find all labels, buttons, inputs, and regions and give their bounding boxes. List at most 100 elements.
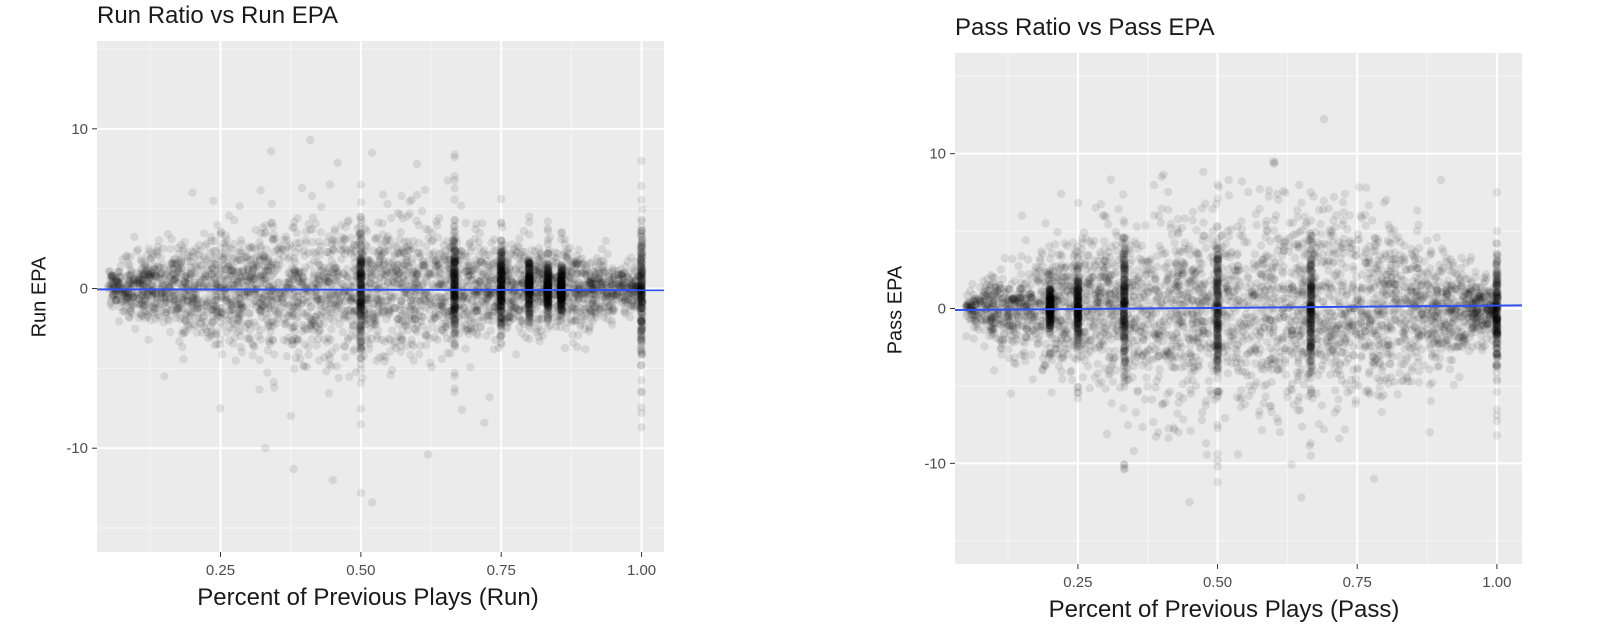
data-point <box>245 277 254 286</box>
data-point <box>410 314 420 323</box>
data-point <box>427 362 436 372</box>
data-point <box>403 258 412 267</box>
data-point <box>320 273 329 283</box>
data-point <box>439 256 448 265</box>
data-point <box>151 271 160 280</box>
data-point <box>537 274 546 284</box>
data-point <box>315 325 324 335</box>
data-point <box>637 423 646 432</box>
data-point <box>227 305 236 315</box>
data-point <box>149 264 159 274</box>
data-point <box>450 301 459 311</box>
data-point <box>409 267 418 276</box>
data-point <box>543 324 552 333</box>
data-point <box>466 323 476 332</box>
data-point <box>323 270 332 279</box>
data-point <box>539 293 548 303</box>
data-point <box>125 261 134 270</box>
data-point <box>106 297 116 306</box>
data-point <box>610 271 620 280</box>
data-point <box>268 235 278 244</box>
data-point <box>192 244 201 253</box>
data-point <box>228 262 238 271</box>
data-point <box>501 264 511 273</box>
data-point <box>115 294 124 304</box>
data-point <box>538 265 548 274</box>
data-point <box>435 305 444 314</box>
data-point <box>182 269 191 278</box>
data-point <box>219 253 228 262</box>
data-point <box>294 335 303 344</box>
x-tick-label: 0.25 <box>206 562 235 579</box>
data-point <box>209 316 218 325</box>
data-point <box>543 292 552 301</box>
data-point <box>340 243 349 253</box>
data-point <box>314 281 324 290</box>
data-point <box>189 248 198 257</box>
data-point <box>382 314 391 324</box>
data-point <box>190 272 200 281</box>
data-point <box>293 297 302 307</box>
data-point <box>249 263 259 272</box>
data-point <box>292 336 302 345</box>
data-point <box>135 277 145 286</box>
data-point <box>569 303 579 312</box>
data-point <box>315 272 324 281</box>
data-point <box>497 255 506 264</box>
data-point <box>412 270 422 280</box>
data-point <box>450 221 459 231</box>
data-point <box>268 260 277 269</box>
data-point <box>262 245 271 254</box>
data-point <box>520 270 529 279</box>
data-point <box>293 292 302 302</box>
data-point <box>475 228 485 238</box>
data-point <box>190 296 199 305</box>
data-point <box>525 296 534 305</box>
data-point <box>466 267 475 276</box>
data-point <box>131 291 140 301</box>
data-point <box>207 264 216 274</box>
data-point <box>636 269 646 278</box>
data-point <box>464 258 473 267</box>
data-point <box>471 260 480 269</box>
data-point <box>145 298 154 307</box>
data-point <box>155 263 165 272</box>
data-point <box>194 250 203 259</box>
data-point <box>418 301 427 310</box>
data-point <box>376 273 386 282</box>
data-point <box>415 306 424 315</box>
data-point <box>619 278 628 287</box>
data-point <box>180 316 190 325</box>
data-point <box>435 281 445 290</box>
data-point <box>517 294 526 304</box>
data-point <box>495 263 504 273</box>
data-point <box>217 248 226 258</box>
data-point <box>601 236 610 246</box>
data-point <box>279 252 288 261</box>
data-point <box>575 307 585 316</box>
data-point <box>379 276 388 285</box>
data-point <box>469 302 478 311</box>
data-point <box>600 302 609 312</box>
data-point <box>396 249 405 258</box>
data-point <box>566 256 576 266</box>
data-point <box>311 279 321 288</box>
data-point <box>187 257 196 266</box>
data-point <box>337 305 346 314</box>
data-point <box>400 276 410 286</box>
data-point <box>417 206 427 216</box>
data-point <box>390 241 400 250</box>
data-point <box>347 244 357 253</box>
data-point <box>509 297 518 306</box>
data-point <box>459 303 468 313</box>
data-point <box>107 273 117 283</box>
data-point <box>441 309 450 318</box>
data-point <box>150 272 159 281</box>
data-point <box>338 232 347 242</box>
data-point <box>464 330 474 339</box>
data-point <box>545 233 555 242</box>
data-point <box>198 307 207 316</box>
data-point <box>561 252 570 261</box>
data-point <box>114 278 123 287</box>
data-point <box>297 279 306 289</box>
